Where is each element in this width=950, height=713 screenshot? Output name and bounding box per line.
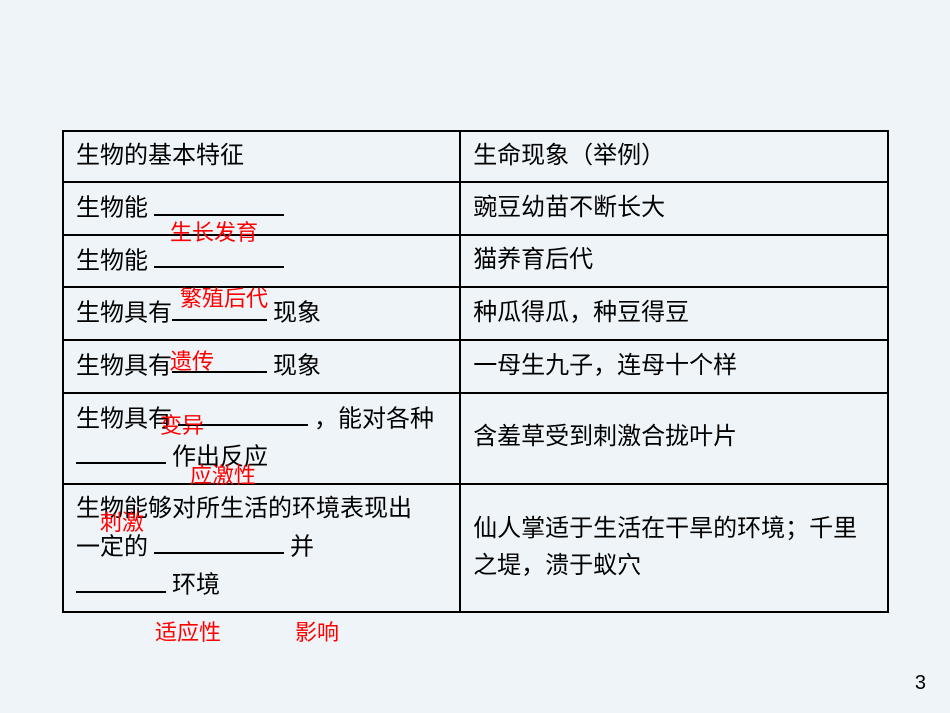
feature-cell: 生物能	[63, 182, 460, 235]
annotation-irritability: 应激性	[190, 458, 256, 490]
text-post: 环境	[166, 573, 220, 599]
text-pre: 一定的	[76, 534, 154, 560]
example-cell: 含羞草受到刺激合拢叶片	[460, 393, 888, 484]
text-pre: 生物具有	[76, 353, 172, 379]
text-mid: 并	[284, 534, 314, 560]
page-number: 3	[915, 672, 926, 695]
example-cell: 猫养育后代	[460, 235, 888, 288]
example-cell: 种瓜得瓜，种豆得豆	[460, 287, 888, 340]
text-pre: 生物能	[76, 248, 154, 274]
example-cell: 豌豆幼苗不断长大	[460, 182, 888, 235]
example-cell: 仙人掌适于生活在干旱的环境；千里之堤，溃于蚁穴	[460, 484, 888, 612]
text-post: 现象	[267, 301, 321, 327]
example-cell: 一母生九子，连母十个样	[460, 340, 888, 393]
feature-cell: 生物具有 ，能对各种 作出反应	[63, 393, 460, 484]
annotation-adaptability: 适应性	[155, 615, 221, 647]
feature-cell: 生物能	[63, 235, 460, 288]
annotation-growth: 生长发育	[170, 215, 258, 247]
feature-cell: 生物具有 现象	[63, 340, 460, 393]
annotation-reproduce: 繁殖后代	[180, 281, 268, 313]
annotation-influence: 影响	[295, 615, 339, 647]
text-pre: 生物具有	[76, 301, 172, 327]
header-cell-example: 生命现象（举例）	[460, 131, 888, 182]
blank	[154, 528, 284, 554]
text-post: ，能对各种	[308, 406, 434, 432]
annotation-stimulus: 刺激	[100, 505, 144, 537]
blank	[154, 189, 284, 215]
text-pre: 生物能	[76, 196, 154, 222]
annotation-heredity: 遗传	[170, 344, 214, 376]
blank	[76, 566, 166, 592]
feature-cell: 生物能够对所生活的环境表现出 一定的 并 环境	[63, 484, 460, 612]
table-row: 生物能够对所生活的环境表现出 一定的 并 环境 仙人掌适于生活在干旱的环境；千里…	[63, 484, 888, 612]
annotation-variation: 变异	[160, 408, 204, 440]
table-header-row: 生物的基本特征 生命现象（举例）	[63, 131, 888, 182]
header-cell-feature: 生物的基本特征	[63, 131, 460, 182]
blank	[76, 438, 166, 464]
text-post: 现象	[267, 353, 321, 379]
